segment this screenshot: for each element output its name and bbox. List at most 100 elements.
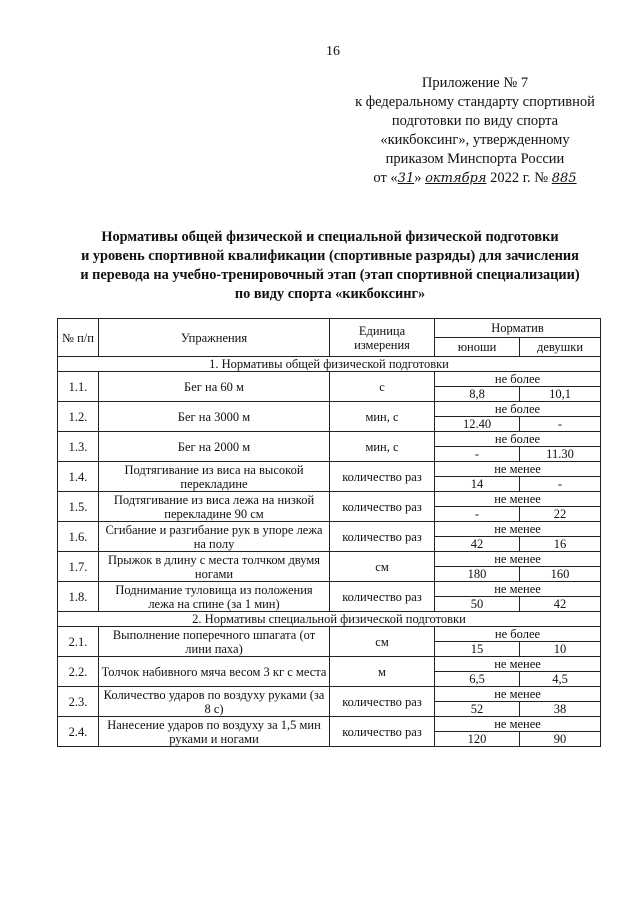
header-num: № п/п: [57, 318, 99, 357]
row-unit: количество раз: [329, 581, 435, 612]
document-title: Нормативы общей физической и специальной…: [60, 228, 600, 304]
row-num: 1.2.: [57, 401, 99, 432]
row-girls: 4,5: [518, 671, 602, 687]
row-num: 2.1.: [57, 626, 99, 657]
row-condition: не менее: [433, 686, 602, 702]
row-exercise: Подтягивание из виса лежа на низкой пере…: [98, 491, 330, 522]
table-subrow: 12.40 -: [58, 416, 602, 432]
row-condition: не менее: [433, 461, 602, 477]
row-condition: не менее: [433, 551, 602, 567]
row-num: 1.7.: [57, 551, 99, 582]
row-condition: не менее: [433, 656, 602, 672]
row-exercise: Выполнение поперечного шпагата (от лини …: [98, 626, 330, 657]
row-exercise: Количество ударов по воздуху руками (за …: [98, 686, 330, 717]
date-year: 2022 г. №: [490, 170, 549, 186]
handwritten-month: октября: [425, 171, 487, 186]
table-row: 1.6. Сгибание и разгибание рук в упоре л…: [57, 521, 602, 552]
table-row: 1.5. Подтягивание из виса лежа на низкой…: [57, 491, 602, 522]
section-title: 2. Нормативы специальной физической подг…: [56, 611, 602, 627]
row-boys: -: [434, 506, 520, 522]
row-condition: не менее: [433, 716, 602, 732]
row-boys: 15: [434, 641, 520, 657]
row-girls: -: [518, 476, 602, 492]
row-num: 2.4.: [57, 716, 99, 747]
row-condition: не менее: [433, 491, 602, 507]
row-unit: количество раз: [329, 461, 435, 492]
row-unit: см: [329, 551, 435, 582]
row-num: 1.4.: [57, 461, 99, 492]
row-girls: 16: [518, 536, 602, 552]
row-condition: не более: [433, 371, 602, 387]
table-subrow: 180 160: [58, 566, 602, 582]
section-row: 1. Нормативы общей физической подготовки: [56, 356, 602, 372]
section-title: 1. Нормативы общей физической подготовки: [56, 356, 602, 372]
row-condition: не менее: [433, 581, 602, 597]
row-exercise: Бег на 60 м: [98, 371, 330, 402]
title-line: и перевода на учебно-тренировочный этап …: [80, 267, 580, 283]
appendix-header: Приложение № 7 к федеральному стандарту …: [330, 74, 620, 188]
row-unit: м: [329, 656, 435, 687]
row-exercise: Прыжок в длину с места толчком двумя ног…: [98, 551, 330, 582]
row-girls: 10,1: [518, 386, 602, 402]
row-num: 1.8.: [57, 581, 99, 612]
row-condition: не более: [433, 626, 602, 642]
table-row: 2.3. Количество ударов по воздуху руками…: [57, 686, 602, 717]
row-boys: 12.40: [434, 416, 520, 432]
row-exercise: Сгибание и разгибание рук в упоре лежа н…: [98, 521, 330, 552]
row-boys: 50: [434, 596, 520, 612]
row-unit: количество раз: [329, 491, 435, 522]
row-unit: с: [329, 371, 435, 402]
handwritten-number: 885: [551, 171, 577, 186]
title-line: и уровень спортивной квалификации (спорт…: [81, 248, 579, 264]
table-subrow: 14 -: [58, 476, 602, 492]
header-norm: Норматив: [433, 318, 602, 338]
table-row: 2.4. Нанесение ударов по воздуху за 1,5 …: [57, 716, 602, 747]
row-exercise: Нанесение ударов по воздуху за 1,5 мин р…: [98, 716, 330, 747]
table-row: 2.2. Толчок набивного мяча весом 3 кг с …: [57, 656, 602, 687]
row-num: 1.3.: [57, 431, 99, 462]
row-exercise: Бег на 2000 м: [98, 431, 330, 462]
row-unit: см: [329, 626, 435, 657]
row-boys: 6,5: [434, 671, 520, 687]
row-boys: 8,8: [434, 386, 520, 402]
row-exercise: Бег на 3000 м: [98, 401, 330, 432]
row-condition: не более: [433, 431, 602, 447]
row-boys: -: [434, 446, 520, 462]
row-condition: не менее: [433, 521, 602, 537]
header-boys: юноши: [434, 337, 520, 357]
row-num: 2.2.: [57, 656, 99, 687]
handwritten-day: 31: [397, 171, 415, 186]
appendix-line: к федеральному стандарту спортивной: [355, 94, 595, 110]
row-girls: 38: [518, 701, 602, 717]
row-num: 2.3.: [57, 686, 99, 717]
row-boys: 42: [434, 536, 520, 552]
row-exercise: Подтягивание из виса на высокой переклад…: [98, 461, 330, 492]
page-number: 16: [326, 44, 340, 59]
table-subrow: 120 90: [58, 731, 602, 747]
row-unit: количество раз: [329, 686, 435, 717]
row-boys: 120: [434, 731, 520, 747]
row-girls: -: [518, 416, 602, 432]
title-line: по виду спорта «кикбоксинг»: [234, 286, 426, 302]
order-date: от «31» октября 2022 г. № 885: [330, 169, 620, 188]
header-unit: Единица измерения: [329, 318, 435, 357]
norms-table: № п/п Упражнения Единица измерения Норма…: [56, 318, 602, 747]
table-row: 2.1. Выполнение поперечного шпагата (от …: [57, 626, 602, 657]
table-row: 1.8. Поднимание туловища из положения ле…: [57, 581, 602, 612]
row-exercise: Толчок набивного мяча весом 3 кг с места: [98, 656, 330, 687]
header-row: № п/п Упражнения Единица измерения Норма…: [57, 318, 602, 357]
row-girls: 11.30: [518, 446, 602, 462]
header-girls: девушки: [518, 337, 602, 357]
row-num: 1.5.: [57, 491, 99, 522]
appendix-line: приказом Минспорта России: [385, 151, 565, 167]
row-exercise: Поднимание туловища из положения лежа на…: [98, 581, 330, 612]
row-num: 1.1.: [57, 371, 99, 402]
row-boys: 180: [434, 566, 520, 582]
title-line: Нормативы общей физической и специальной…: [101, 229, 559, 245]
section-row: 2. Нормативы специальной физической подг…: [56, 611, 602, 627]
row-unit: количество раз: [329, 521, 435, 552]
row-boys: 14: [434, 476, 520, 492]
row-girls: 22: [518, 506, 602, 522]
appendix-line: Приложение № 7: [421, 75, 529, 91]
row-unit: количество раз: [329, 716, 435, 747]
